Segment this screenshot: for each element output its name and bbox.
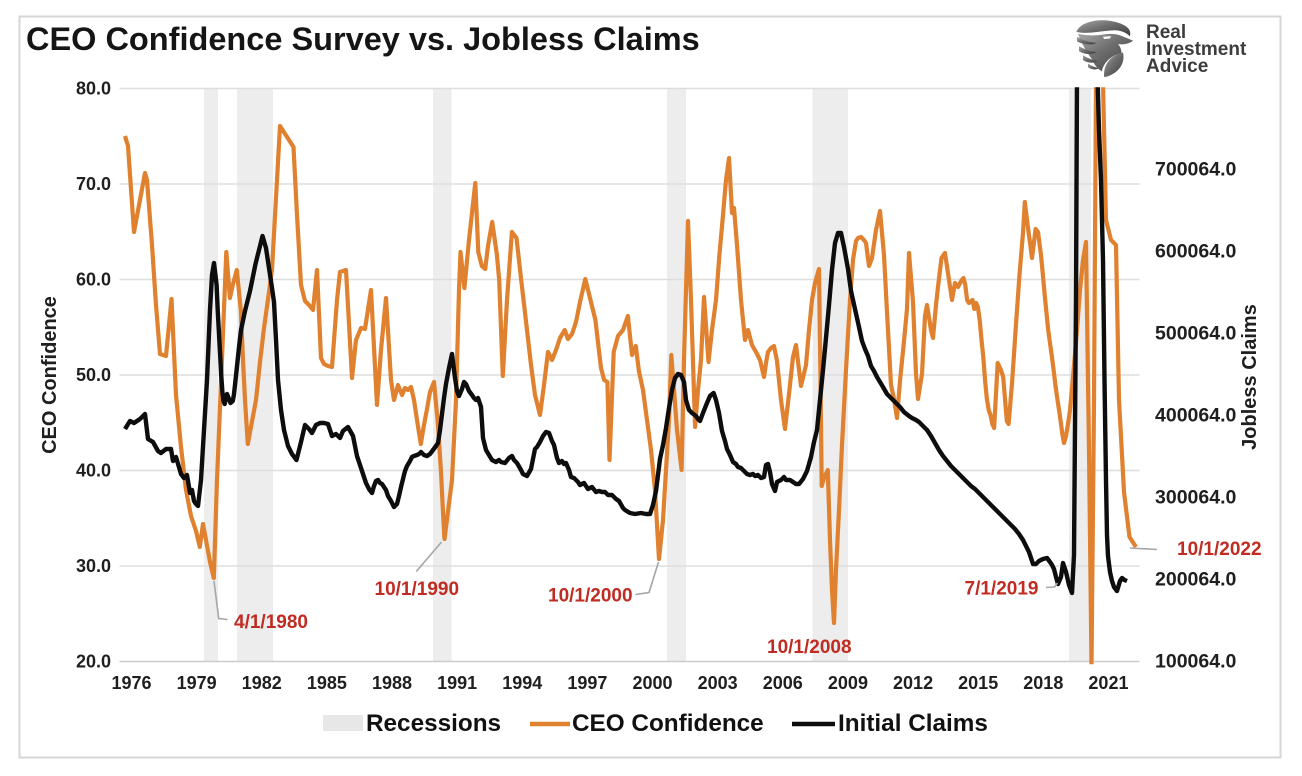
svg-text:4/1/1980: 4/1/1980 (234, 612, 308, 633)
svg-text:Real: Real (1146, 22, 1186, 43)
svg-text:700064.0: 700064.0 (1155, 158, 1236, 180)
svg-text:500064.0: 500064.0 (1155, 322, 1236, 344)
svg-text:2003: 2003 (698, 673, 738, 693)
svg-text:1976: 1976 (111, 673, 151, 693)
svg-text:100064.0: 100064.0 (1155, 650, 1236, 672)
svg-text:1994: 1994 (502, 673, 542, 693)
svg-text:7/1/2019: 7/1/2019 (965, 579, 1039, 600)
svg-text:1985: 1985 (307, 673, 347, 693)
svg-text:1988: 1988 (372, 673, 412, 693)
svg-text:10/1/2000: 10/1/2000 (548, 586, 633, 607)
svg-text:2012: 2012 (893, 673, 933, 693)
svg-text:70.0: 70.0 (76, 174, 111, 194)
svg-text:400064.0: 400064.0 (1155, 404, 1236, 426)
svg-text:Recessions: Recessions (366, 710, 501, 737)
svg-text:2009: 2009 (828, 673, 868, 693)
svg-text:40.0: 40.0 (76, 461, 111, 481)
svg-text:Initial Claims: Initial Claims (838, 710, 988, 737)
svg-text:CEO Confidence: CEO Confidence (572, 710, 764, 737)
svg-text:50.0: 50.0 (76, 365, 111, 385)
svg-text:30.0: 30.0 (76, 556, 111, 576)
svg-text:2018: 2018 (1023, 673, 1063, 693)
svg-text:10/1/1990: 10/1/1990 (375, 579, 460, 600)
svg-text:CEO Confidence: CEO Confidence (39, 296, 61, 454)
svg-text:1997: 1997 (567, 673, 607, 693)
svg-text:2015: 2015 (958, 673, 998, 693)
svg-text:1991: 1991 (437, 673, 477, 693)
svg-text:300064.0: 300064.0 (1155, 486, 1236, 508)
svg-text:20.0: 20.0 (76, 652, 111, 672)
svg-text:10/1/2022: 10/1/2022 (1177, 539, 1262, 560)
svg-text:200064.0: 200064.0 (1155, 568, 1236, 590)
svg-text:60.0: 60.0 (76, 270, 111, 290)
svg-text:600064.0: 600064.0 (1155, 240, 1236, 262)
svg-text:CEO Confidence Survey vs. Jobl: CEO Confidence Survey vs. Jobless Claims (26, 21, 700, 57)
svg-text:2021: 2021 (1088, 673, 1128, 693)
svg-text:1982: 1982 (242, 673, 282, 693)
svg-text:10/1/2008: 10/1/2008 (767, 637, 852, 658)
svg-text:Investment: Investment (1146, 39, 1247, 60)
svg-text:80.0: 80.0 (76, 79, 111, 99)
svg-text:Advice: Advice (1146, 56, 1208, 77)
svg-text:2000: 2000 (633, 673, 673, 693)
svg-text:1979: 1979 (177, 673, 217, 693)
svg-text:Jobless Claims: Jobless Claims (1239, 304, 1261, 450)
svg-text:2006: 2006 (763, 673, 803, 693)
